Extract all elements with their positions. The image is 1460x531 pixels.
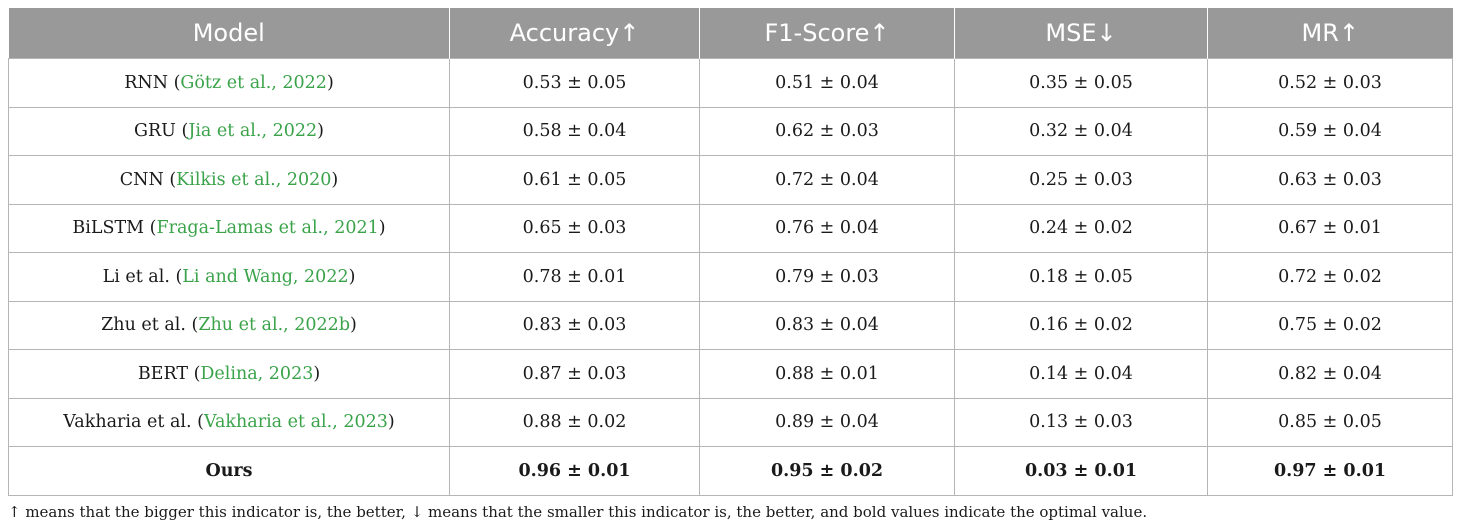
cell-mse: 0.03 ± 0.01 [954, 446, 1208, 496]
cell-mr: 0.72 ± 0.02 [1207, 252, 1453, 302]
table-row: RNN (Götz et al., 2022) 0.53 ± 0.05 0.51 ±… [8, 58, 1453, 108]
header-f1-score: F1-Score↑ [699, 8, 955, 59]
table-row: Zhu et al. (Zhu et al., 2022b) 0.83 ± 0.0… [8, 300, 1453, 350]
cell-mr: 0.59 ± 0.04 [1207, 106, 1453, 156]
model-name: GRU [134, 121, 176, 142]
cell-mse: 0.16 ± 0.02 [954, 300, 1208, 350]
cell-f1-score: 0.88 ± 0.01 [699, 349, 955, 399]
cell-model: BiLSTM (Fraga-Lamas et al., 2021) [8, 203, 450, 253]
citation-link[interactable]: Zhu et al., 2022b [198, 315, 351, 336]
cell-accuracy: 0.78 ± 0.01 [449, 252, 700, 302]
cell-mr: 0.67 ± 0.01 [1207, 203, 1453, 253]
cell-f1-score: 0.83 ± 0.04 [699, 300, 955, 350]
citation-link[interactable]: Fraga-Lamas et al., 2021 [156, 218, 379, 239]
cell-f1-score: 0.95 ± 0.02 [699, 446, 955, 496]
cell-mr: 0.63 ± 0.03 [1207, 155, 1453, 205]
table-footnote: ↑ means that the bigger this indicator i… [8, 503, 1148, 521]
citation-link[interactable]: Li and Wang, 2022 [182, 266, 349, 287]
model-name: RNN [124, 72, 169, 93]
cell-mse: 0.18 ± 0.05 [954, 252, 1208, 302]
table-row: Li et al. (Li and Wang, 2022) 0.78 ± 0.01… [8, 252, 1453, 302]
cell-model: Ours [8, 446, 450, 496]
cell-mse: 0.35 ± 0.05 [954, 58, 1208, 108]
model-name: Vakharia et al. [63, 412, 192, 433]
cell-accuracy: 0.53 ± 0.05 [449, 58, 700, 108]
model-name: Ours [205, 460, 253, 481]
cell-accuracy: 0.87 ± 0.03 [449, 349, 700, 399]
model-name: Li et al. [102, 266, 170, 287]
header-mse: MSE↓ [954, 8, 1208, 59]
cell-accuracy: 0.83 ± 0.03 [449, 300, 700, 350]
cell-model: GRU (Jia et al., 2022) [8, 106, 450, 156]
header-mr: MR↑ [1207, 8, 1453, 59]
cell-accuracy: 0.88 ± 0.02 [449, 397, 700, 447]
table-row: Vakharia et al. (Vakharia et al., 2023) 0… [8, 397, 1453, 447]
table-row: BERT (Delina, 2023) 0.87 ± 0.03 0.88 ± 0.0… [8, 349, 1453, 399]
cell-model: Li et al. (Li and Wang, 2022) [8, 252, 450, 302]
table-row: GRU (Jia et al., 2022) 0.58 ± 0.04 0.62 ± … [8, 106, 1453, 156]
cell-mr: 0.97 ± 0.01 [1207, 446, 1453, 496]
cell-f1-score: 0.62 ± 0.03 [699, 106, 955, 156]
table-row: BiLSTM (Fraga-Lamas et al., 2021) 0.65 ± … [8, 203, 1453, 253]
cell-mse: 0.13 ± 0.03 [954, 397, 1208, 447]
model-name: Zhu et al. [101, 315, 186, 336]
citation-link[interactable]: Götz et al., 2022 [180, 72, 327, 93]
citation-link[interactable]: Vakharia et al., 2023 [203, 412, 388, 433]
cell-model: RNN (Götz et al., 2022) [8, 58, 450, 108]
citation-link[interactable]: Kilkis et al., 2020 [176, 169, 332, 190]
table-header-row: Model Accuracy↑ F1-Score↑ MSE↓ MR↑ [8, 8, 1453, 59]
table-row: Ours 0.96 ± 0.01 0.95 ± 0.02 0.03 ± 0.01 0.9… [8, 446, 1453, 496]
citation-link[interactable]: Jia et al., 2022 [188, 121, 318, 142]
cell-mr: 0.75 ± 0.02 [1207, 300, 1453, 350]
cell-accuracy: 0.61 ± 0.05 [449, 155, 700, 205]
cell-f1-score: 0.72 ± 0.04 [699, 155, 955, 205]
cell-f1-score: 0.76 ± 0.04 [699, 203, 955, 253]
cell-mse: 0.24 ± 0.02 [954, 203, 1208, 253]
results-table: Model Accuracy↑ F1-Score↑ MSE↓ MR↑ RNN (… [8, 8, 1453, 496]
cell-model: Zhu et al. (Zhu et al., 2022b) [8, 300, 450, 350]
model-name: CNN [119, 169, 164, 190]
cell-model: Vakharia et al. (Vakharia et al., 2023) [8, 397, 450, 447]
cell-accuracy: 0.65 ± 0.03 [449, 203, 700, 253]
model-name: BiLSTM [72, 218, 145, 239]
cell-model: BERT (Delina, 2023) [8, 349, 450, 399]
cell-accuracy: 0.96 ± 0.01 [449, 446, 700, 496]
table-row: CNN (Kilkis et al., 2020) 0.61 ± 0.05 0.72… [8, 155, 1453, 205]
cell-mse: 0.14 ± 0.04 [954, 349, 1208, 399]
header-accuracy: Accuracy↑ [449, 8, 700, 59]
model-name: BERT [137, 363, 188, 384]
header-model: Model [8, 8, 450, 59]
cell-mr: 0.82 ± 0.04 [1207, 349, 1453, 399]
cell-f1-score: 0.89 ± 0.04 [699, 397, 955, 447]
citation-link[interactable]: Delina, 2023 [200, 363, 314, 384]
cell-mr: 0.52 ± 0.03 [1207, 58, 1453, 108]
cell-f1-score: 0.51 ± 0.04 [699, 58, 955, 108]
cell-mse: 0.32 ± 0.04 [954, 106, 1208, 156]
results-table-container: Model Accuracy↑ F1-Score↑ MSE↓ MR↑ RNN (… [8, 8, 1453, 496]
cell-accuracy: 0.58 ± 0.04 [449, 106, 700, 156]
cell-model: CNN (Kilkis et al., 2020) [8, 155, 450, 205]
cell-mse: 0.25 ± 0.03 [954, 155, 1208, 205]
cell-f1-score: 0.79 ± 0.03 [699, 252, 955, 302]
cell-mr: 0.85 ± 0.05 [1207, 397, 1453, 447]
table-body: RNN (Götz et al., 2022) 0.53 ± 0.05 0.51 ±… [8, 58, 1453, 496]
